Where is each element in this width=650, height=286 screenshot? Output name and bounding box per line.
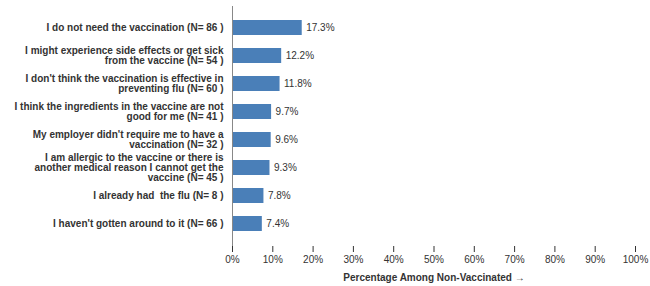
- svg-text:I might experience side effect: I might experience side effects or get s…: [25, 45, 224, 66]
- svg-text:7.4%: 7.4%: [266, 218, 289, 229]
- svg-text:50%: 50%: [424, 254, 444, 265]
- svg-text:7.8%: 7.8%: [268, 190, 291, 201]
- svg-text:11.8%: 11.8%: [284, 78, 312, 89]
- svg-text:9.6%: 9.6%: [275, 134, 298, 145]
- svg-text:80%: 80%: [545, 254, 565, 265]
- svg-text:10%: 10%: [263, 254, 283, 265]
- svg-text:9.7%: 9.7%: [276, 106, 299, 117]
- svg-text:0%: 0%: [225, 254, 240, 265]
- svg-text:100%: 100%: [623, 254, 649, 265]
- svg-text:I am allergic to the vaccine o: I am allergic to the vaccine or there is…: [35, 152, 224, 183]
- svg-text:Percentage Among Non-Vaccinate: Percentage Among Non-Vaccinated →: [343, 272, 524, 283]
- svg-text:I already had the flu (N= 8 ): I already had the flu (N= 8 ): [93, 190, 223, 201]
- svg-text:70%: 70%: [505, 254, 525, 265]
- svg-text:60%: 60%: [464, 254, 484, 265]
- svg-text:9.3%: 9.3%: [274, 162, 297, 173]
- svg-text:My employer didn't require me: My employer didn't require me to have av…: [33, 129, 224, 150]
- svg-text:I haven't gotten around to it: I haven't gotten around to it (N= 66 ): [53, 218, 223, 229]
- svg-text:I think the ingredients in the: I think the ingredients in the vaccine a…: [15, 101, 225, 122]
- svg-text:17.3%: 17.3%: [306, 22, 334, 33]
- svg-text:12.2%: 12.2%: [286, 50, 314, 61]
- svg-text:90%: 90%: [585, 254, 605, 265]
- svg-text:30%: 30%: [343, 254, 363, 265]
- svg-text:20%: 20%: [303, 254, 323, 265]
- svg-text:40%: 40%: [384, 254, 404, 265]
- svg-text:I don't think the vaccination: I don't think the vaccination is effecti…: [26, 73, 224, 94]
- svg-text:I do not need the vaccination: I do not need the vaccination (N= 86 ): [47, 22, 224, 33]
